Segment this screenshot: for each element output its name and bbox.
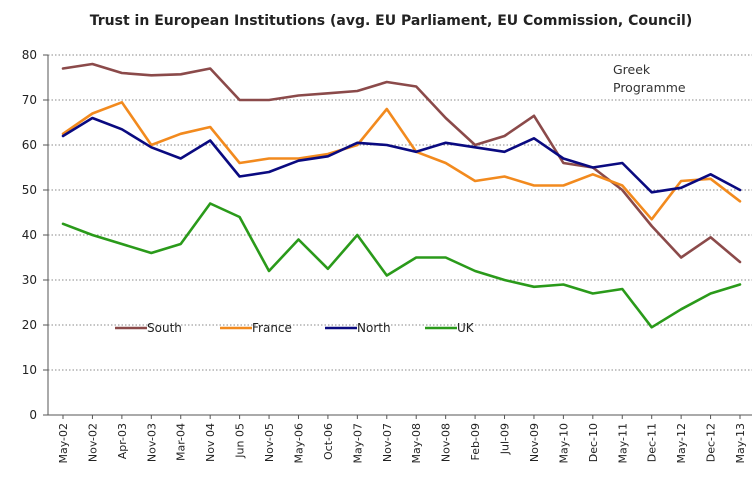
x-tick-label: Oct-06 — [322, 423, 335, 460]
series-lines — [61, 62, 742, 329]
x-tick-label: Dec-12 — [705, 423, 718, 462]
x-tick-label: May-11 — [616, 423, 629, 464]
legend-label-france: France — [252, 321, 292, 335]
x-tick-label: Apr-03 — [116, 423, 129, 459]
y-tick-label: 30 — [22, 273, 37, 287]
y-tick-label: 70 — [22, 93, 37, 107]
y-tick-label: 20 — [22, 318, 37, 332]
x-tick-label: May-02 — [57, 423, 70, 464]
legend-label-north: North — [357, 321, 391, 335]
x-tick-label: Nov-08 — [440, 423, 453, 462]
x-tick-label: May-10 — [557, 423, 570, 464]
x-tick-label: Nov-05 — [263, 423, 276, 462]
y-tick-label: 40 — [22, 228, 37, 242]
annotation-line-2: Programme — [613, 80, 686, 95]
x-tick-label: May-07 — [351, 423, 364, 464]
series-line-south — [61, 62, 742, 264]
x-tick-label: May-08 — [410, 423, 423, 464]
y-tick-label: 10 — [22, 363, 37, 377]
annotation-greek-programme: Greek Programme — [613, 62, 686, 95]
series-line-north — [61, 116, 742, 194]
series-line-france — [61, 101, 742, 221]
annotation-line-1: Greek — [613, 62, 651, 77]
x-tick-label: Jun 05 — [234, 423, 247, 459]
x-tick-label: Nov-07 — [381, 423, 394, 462]
legend-label-uk: UK — [457, 321, 475, 335]
x-tick-label: May-12 — [675, 423, 688, 464]
x-tick-label: Dec-11 — [646, 423, 659, 462]
chart-title: Trust in European Institutions (avg. EU … — [90, 13, 692, 29]
y-tick-label: 0 — [29, 408, 37, 422]
y-tick-label: 50 — [22, 183, 37, 197]
y-tick-label: 80 — [22, 48, 37, 62]
series-line-uk — [61, 202, 742, 329]
x-tick-label: Jul-09 — [499, 423, 512, 455]
x-axis-ticks: May-02 Nov-02 Apr-03 Nov-03 Mar-04 Nov 04 Jun … — [57, 415, 747, 464]
x-tick-label: Mar-04 — [175, 423, 188, 461]
x-tick-label: May-13 — [734, 423, 747, 464]
legend-label-south: South — [147, 321, 182, 335]
x-tick-label: May-06 — [292, 423, 305, 464]
x-tick-label: Nov 04 — [204, 423, 217, 462]
x-tick-label: Nov-03 — [145, 423, 158, 462]
x-tick-label: Feb-09 — [469, 423, 482, 460]
y-axis-ticks: 0 10 20 30 40 50 60 70 80 — [22, 48, 48, 422]
x-tick-label: Nov-09 — [528, 423, 541, 462]
x-tick-label: Dec-10 — [587, 423, 600, 462]
legend: South France North UK — [115, 321, 475, 335]
x-tick-label: Nov-02 — [86, 423, 99, 462]
y-tick-label: 60 — [22, 138, 37, 152]
